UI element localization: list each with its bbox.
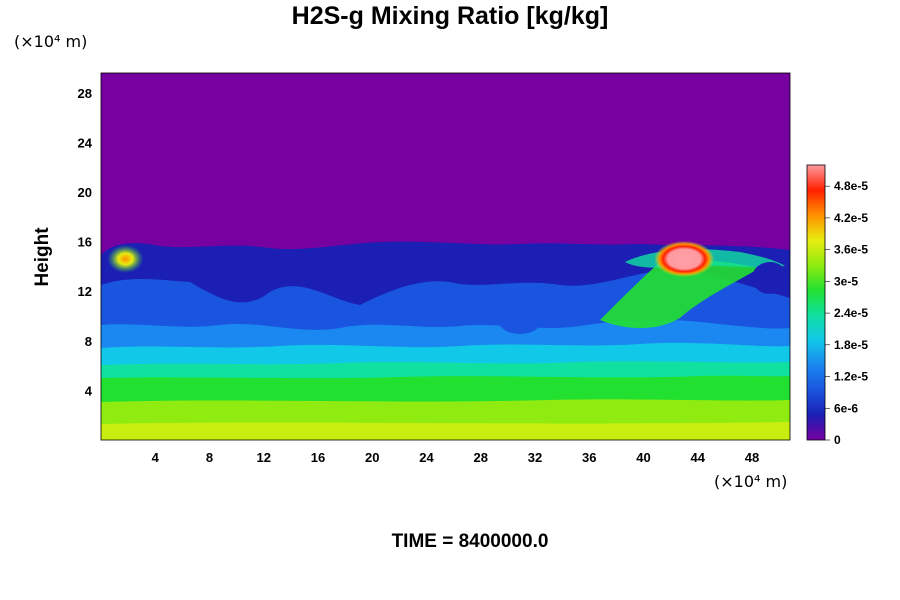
chart-title: H2S-g Mixing Ratio [kg/kg] xyxy=(291,2,609,30)
x-tick-label: 44 xyxy=(691,450,706,465)
y-tick-label: 16 xyxy=(78,235,92,250)
colorbar-label: 1.8e-5 xyxy=(834,338,868,352)
x-tick-label: 12 xyxy=(257,450,271,465)
colorbar: 0 6e-6 1.2e-5 1.8e-5 2.4e-5 3e-5 3.6e-5 4.2e-5 4… xyxy=(806,164,868,447)
x-tick-label: 40 xyxy=(636,450,650,465)
colorbar-label: 4.2e-5 xyxy=(834,211,868,225)
x-tick-label: 24 xyxy=(419,450,434,465)
y-tick-label: 20 xyxy=(78,185,92,200)
x-tick-label: 48 xyxy=(745,450,759,465)
colorbar-label: 3e-5 xyxy=(834,274,858,288)
plot-frame xyxy=(100,72,791,441)
colorbar-label: 0 xyxy=(834,433,841,447)
plume-updraft-right xyxy=(600,259,760,329)
y-tick-label: 12 xyxy=(78,284,92,299)
colorbar-label: 1.2e-5 xyxy=(834,370,868,384)
colorbar-gradient xyxy=(806,164,826,441)
vortex xyxy=(223,250,267,270)
vortex xyxy=(752,262,788,294)
x-tick-label: 28 xyxy=(474,450,488,465)
x-tick-label: 20 xyxy=(365,450,379,465)
y-tick-label: 24 xyxy=(78,135,93,150)
x-axis-unit: (×10⁴ m) xyxy=(714,472,788,491)
time-label: TIME = 8400000.0 xyxy=(391,531,549,552)
y-tick-label: 4 xyxy=(85,383,93,398)
colorbar-labels: 0 6e-6 1.2e-5 1.8e-5 2.4e-5 3e-5 3.6e-5 4.2e-5 4… xyxy=(825,179,868,447)
vortex xyxy=(498,306,542,334)
y-tick-label: 28 xyxy=(78,86,92,101)
y-axis-unit: (×10⁴ m) xyxy=(14,32,88,51)
x-ticks: 4 8 12 16 20 24 28 32 36 40 44 48 xyxy=(152,450,760,465)
x-tick-label: 32 xyxy=(528,450,542,465)
colorbar-label: 3.6e-5 xyxy=(834,243,868,257)
plume-layer-yellow xyxy=(101,422,790,440)
y-tick-label: 8 xyxy=(85,334,92,349)
hotspot xyxy=(654,240,715,277)
colorbar-label: 4.8e-5 xyxy=(834,179,868,193)
plot-area xyxy=(101,73,790,440)
x-tick-label: 8 xyxy=(206,450,213,465)
x-tick-label: 4 xyxy=(152,450,160,465)
x-tick-label: 16 xyxy=(311,450,325,465)
left-bright-spot xyxy=(107,244,144,273)
colorbar-label: 6e-6 xyxy=(834,401,858,415)
colorbar-label: 2.4e-5 xyxy=(834,306,868,320)
x-tick-label: 36 xyxy=(582,450,596,465)
y-ticks: 4 8 12 16 20 24 28 xyxy=(78,86,93,399)
